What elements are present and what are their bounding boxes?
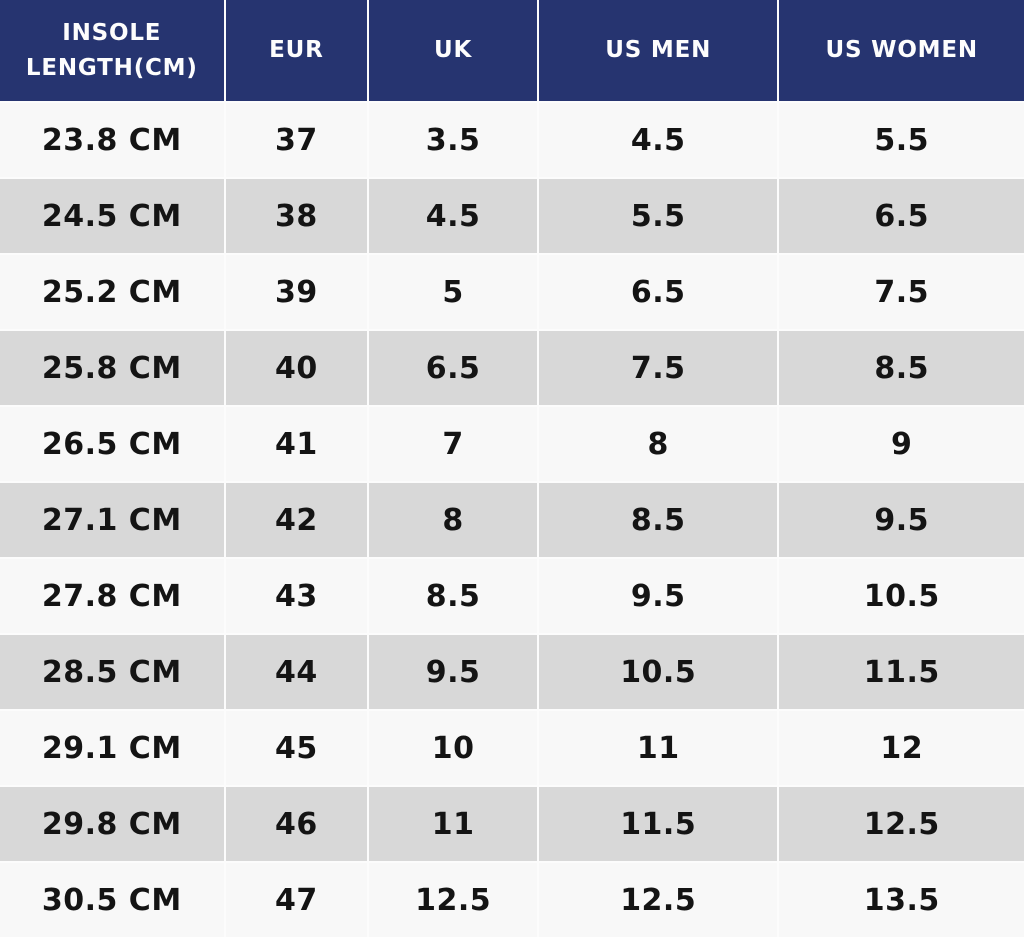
cell-eur: 42 — [225, 483, 368, 557]
cell-eur: 40 — [225, 331, 368, 405]
cell-insole-length: 26.5 CM — [0, 407, 224, 481]
cell-eur: 41 — [225, 407, 368, 481]
cell-uk: 9.5 — [369, 635, 537, 709]
cell-uk: 6.5 — [369, 331, 537, 405]
cell-us-women: 13.5 — [779, 863, 1024, 937]
cell-us-women: 12.5 — [779, 787, 1024, 861]
cell-uk: 5 — [369, 255, 537, 329]
column-header-uk: UK — [369, 0, 537, 101]
table-header-row: INSOLE LENGTH(CM) EUR UK US MEN US WOMEN — [0, 0, 1024, 101]
cell-insole-length: 28.5 CM — [0, 635, 224, 709]
table-row: 27.8 CM 43 8.5 9.5 10.5 — [0, 559, 1024, 633]
table-row: 26.5 CM 41 7 8 9 — [0, 407, 1024, 481]
cell-eur: 44 — [225, 635, 368, 709]
cell-insole-length: 27.1 CM — [0, 483, 224, 557]
cell-us-women: 12 — [779, 711, 1024, 785]
column-header-eur: EUR — [225, 0, 368, 101]
table-row: 25.2 CM 39 5 6.5 7.5 — [0, 255, 1024, 329]
cell-us-men: 4.5 — [538, 103, 778, 177]
cell-us-women: 10.5 — [779, 559, 1024, 633]
cell-uk: 10 — [369, 711, 537, 785]
cell-us-men: 10.5 — [538, 635, 778, 709]
cell-insole-length: 24.5 CM — [0, 179, 224, 253]
cell-uk: 7 — [369, 407, 537, 481]
table-row: 28.5 CM 44 9.5 10.5 11.5 — [0, 635, 1024, 709]
column-header-us-women: US WOMEN — [779, 0, 1024, 101]
cell-us-men: 11.5 — [538, 787, 778, 861]
cell-us-men: 7.5 — [538, 331, 778, 405]
cell-uk: 3.5 — [369, 103, 537, 177]
cell-insole-length: 29.8 CM — [0, 787, 224, 861]
cell-uk: 8.5 — [369, 559, 537, 633]
cell-us-men: 5.5 — [538, 179, 778, 253]
column-header-us-men: US MEN — [538, 0, 778, 101]
cell-us-men: 6.5 — [538, 255, 778, 329]
cell-us-men: 12.5 — [538, 863, 778, 937]
cell-uk: 11 — [369, 787, 537, 861]
cell-us-women: 6.5 — [779, 179, 1024, 253]
cell-insole-length: 25.2 CM — [0, 255, 224, 329]
cell-us-men: 9.5 — [538, 559, 778, 633]
cell-us-women: 8.5 — [779, 331, 1024, 405]
table-row: 24.5 CM 38 4.5 5.5 6.5 — [0, 179, 1024, 253]
table-row: 25.8 CM 40 6.5 7.5 8.5 — [0, 331, 1024, 405]
cell-insole-length: 30.5 CM — [0, 863, 224, 937]
table-row: 30.5 CM 47 12.5 12.5 13.5 — [0, 863, 1024, 937]
cell-us-men: 8.5 — [538, 483, 778, 557]
cell-us-men: 11 — [538, 711, 778, 785]
table-row: 23.8 CM 37 3.5 4.5 5.5 — [0, 103, 1024, 177]
column-header-insole-length: INSOLE LENGTH(CM) — [0, 0, 224, 101]
cell-insole-length: 27.8 CM — [0, 559, 224, 633]
cell-eur: 39 — [225, 255, 368, 329]
cell-uk: 8 — [369, 483, 537, 557]
table-row: 27.1 CM 42 8 8.5 9.5 — [0, 483, 1024, 557]
cell-eur: 38 — [225, 179, 368, 253]
cell-eur: 46 — [225, 787, 368, 861]
cell-us-women: 5.5 — [779, 103, 1024, 177]
cell-eur: 47 — [225, 863, 368, 937]
cell-us-men: 8 — [538, 407, 778, 481]
cell-eur: 45 — [225, 711, 368, 785]
cell-us-women: 9.5 — [779, 483, 1024, 557]
cell-us-women: 9 — [779, 407, 1024, 481]
cell-eur: 43 — [225, 559, 368, 633]
cell-us-women: 7.5 — [779, 255, 1024, 329]
cell-uk: 12.5 — [369, 863, 537, 937]
cell-eur: 37 — [225, 103, 368, 177]
cell-insole-length: 29.1 CM — [0, 711, 224, 785]
cell-insole-length: 23.8 CM — [0, 103, 224, 177]
table-row: 29.8 CM 46 11 11.5 12.5 — [0, 787, 1024, 861]
cell-uk: 4.5 — [369, 179, 537, 253]
cell-us-women: 11.5 — [779, 635, 1024, 709]
cell-insole-length: 25.8 CM — [0, 331, 224, 405]
table-row: 29.1 CM 45 10 11 12 — [0, 711, 1024, 785]
